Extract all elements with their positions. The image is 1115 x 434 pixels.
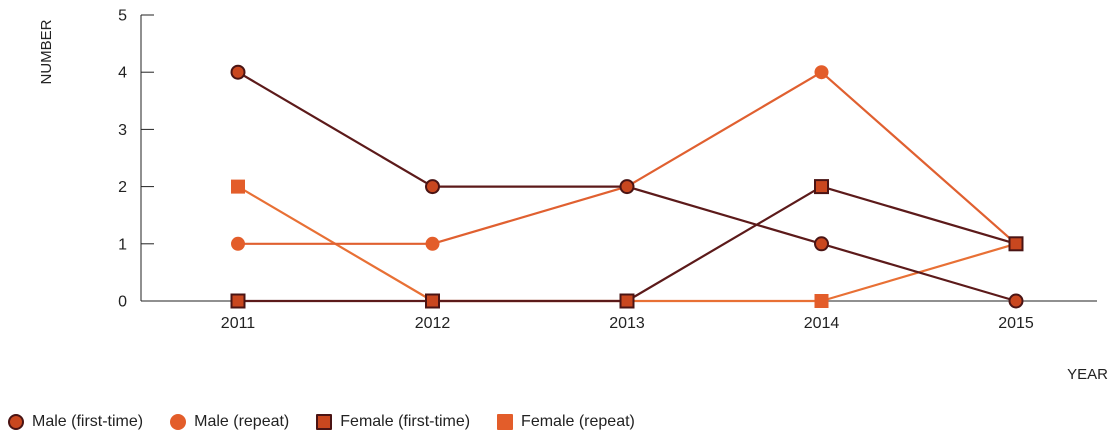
- data-point: [1008, 236, 1024, 252]
- legend-marker-icon: [497, 414, 514, 430]
- y-tick-label: 5: [118, 8, 127, 25]
- data-point: [814, 236, 829, 252]
- legend: Male (first-time) Male (repeat) Female (fi…: [8, 413, 662, 431]
- data-point: [230, 64, 246, 80]
- legend-item: Female (repeat): [497, 413, 635, 431]
- data-point: [230, 293, 246, 309]
- x-tick-label: 2014: [804, 315, 840, 332]
- x-tick-label: 2015: [998, 315, 1034, 332]
- series-markers-1: [230, 64, 1024, 309]
- legend-item: Male (repeat): [170, 413, 289, 431]
- x-tick-label: 2012: [415, 315, 451, 332]
- series-markers-2: [231, 65, 1023, 251]
- legend-marker-icon: [316, 414, 333, 430]
- data-point: [1008, 293, 1024, 309]
- legend-label: Male (first-time): [32, 413, 144, 430]
- data-point: [231, 236, 245, 251]
- data-point: [425, 293, 440, 309]
- x-tick-label: 2011: [221, 315, 256, 332]
- series-layer: [230, 64, 1024, 309]
- y-tick-label: 3: [118, 122, 127, 139]
- x-axis-title: YEAR: [1067, 366, 1108, 383]
- data-point: [814, 65, 829, 80]
- series-line-2: [238, 71, 1017, 245]
- data-point: [814, 179, 829, 195]
- x-tick-label: 2013: [609, 315, 645, 332]
- legend-label: Male (repeat): [194, 413, 290, 430]
- legend-marker-icon: [8, 414, 24, 430]
- legend-marker-icon: [170, 414, 187, 430]
- y-axis-title: NUMBER: [38, 19, 55, 84]
- data-point: [231, 179, 245, 194]
- legend-item: Male (first-time): [8, 413, 143, 431]
- legend-label: Female (first-time): [340, 413, 471, 430]
- y-tick-label: 0: [118, 294, 127, 311]
- data-point: [619, 293, 635, 309]
- data-point: [814, 294, 829, 308]
- y-tick-label: 1: [118, 236, 127, 253]
- y-axis-ticks: 0 1 2 3 4 5: [118, 8, 154, 311]
- series-markers-3: [230, 179, 1024, 309]
- data-point: [425, 236, 440, 251]
- legend-item: Female (first-time): [316, 413, 470, 431]
- x-axis-ticks: 2011 2012 2013 2014 2015: [221, 301, 1034, 332]
- data-point: [425, 179, 440, 195]
- y-tick-label: 4: [118, 65, 127, 82]
- data-point: [619, 179, 635, 195]
- y-tick-label: 2: [118, 179, 127, 196]
- legend-label: Female (repeat): [521, 413, 635, 430]
- axes: [140, 15, 1097, 302]
- series-path: [238, 71, 1017, 245]
